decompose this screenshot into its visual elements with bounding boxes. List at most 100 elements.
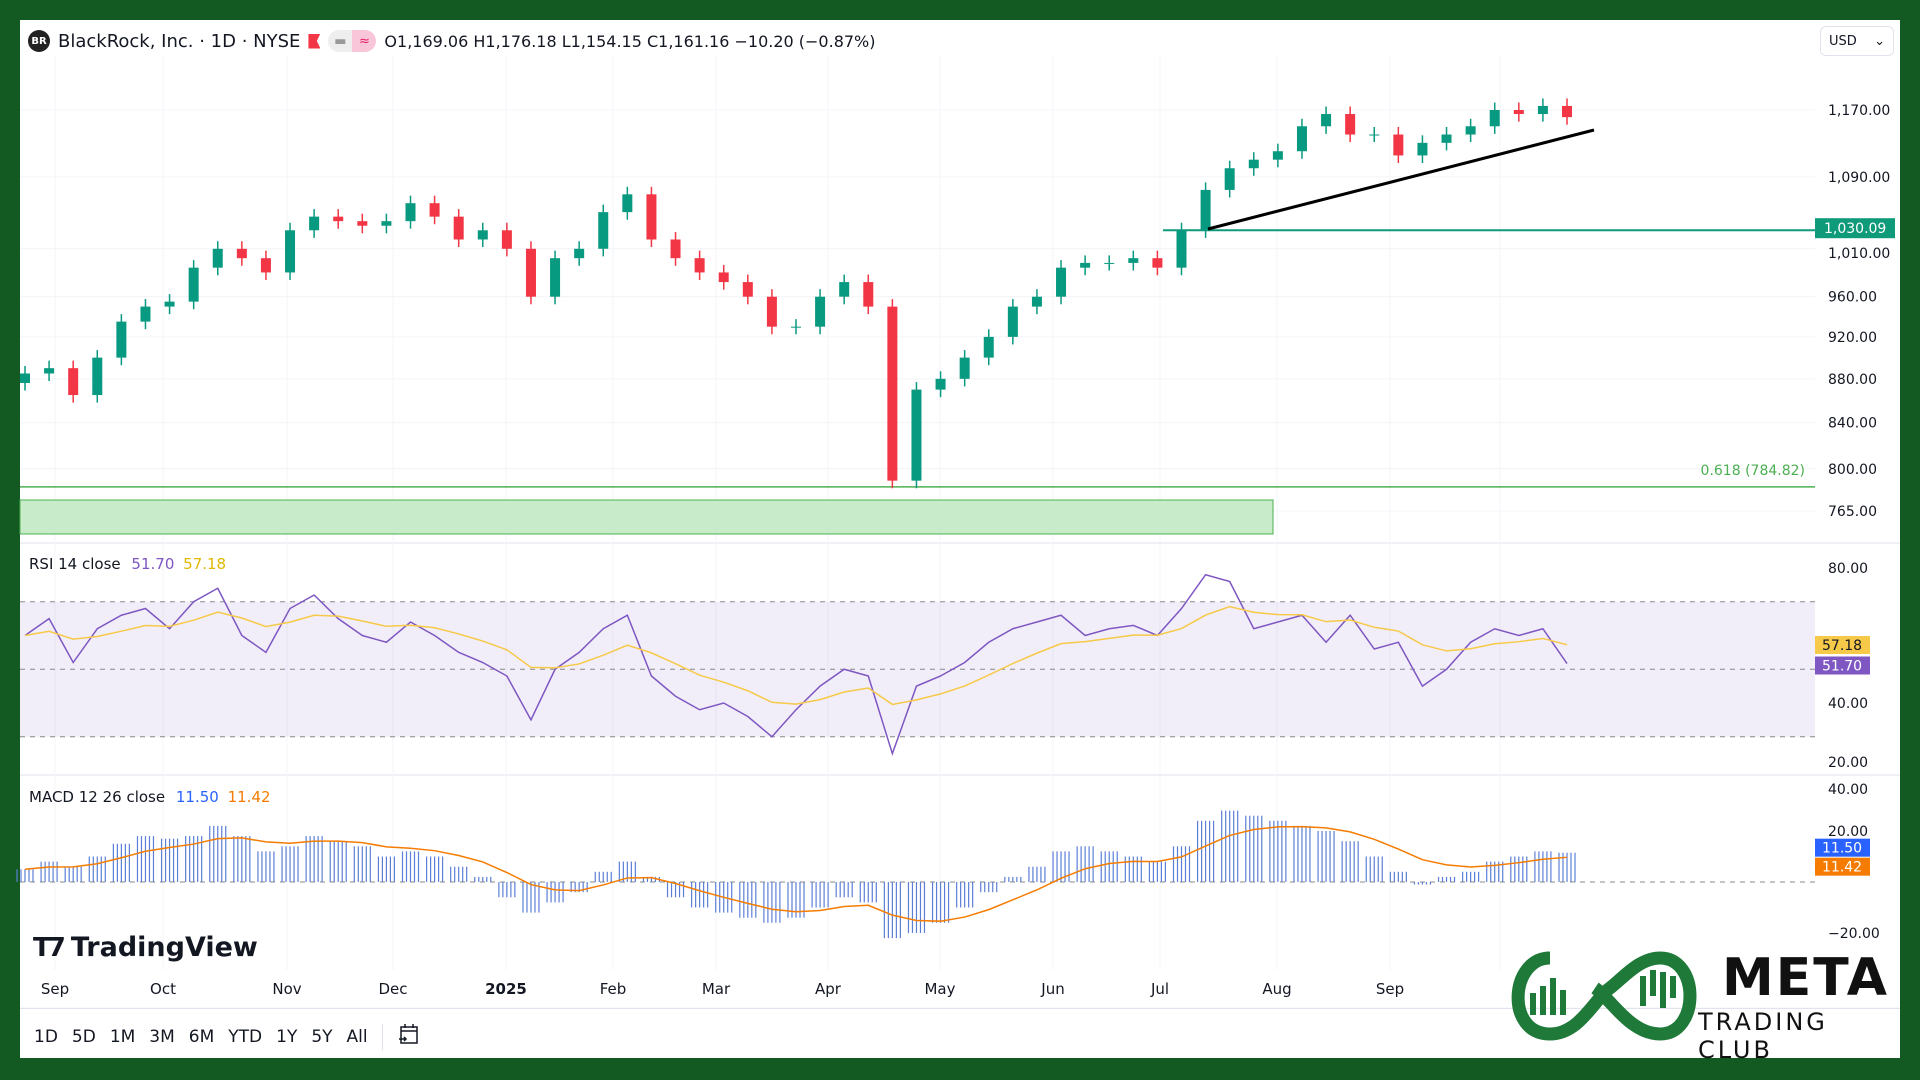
macd-title: MACD 12 26 close bbox=[29, 788, 166, 806]
toolbar-separator bbox=[381, 1023, 383, 1050]
range-all[interactable]: All bbox=[346, 1026, 368, 1047]
macd-axis-label: 40.00 bbox=[1828, 782, 1868, 798]
candle-body bbox=[1465, 126, 1476, 135]
candle-body bbox=[670, 239, 681, 259]
candle-body bbox=[718, 272, 729, 283]
symbol-title[interactable]: BlackRock, Inc. · 1D · NYSE bbox=[58, 30, 301, 52]
candle-body bbox=[935, 378, 946, 390]
price-axis-label: 880.00 bbox=[1828, 372, 1877, 388]
price-axis-label: 800.00 bbox=[1828, 462, 1877, 478]
time-axis-label: Feb bbox=[599, 980, 627, 998]
candle-body bbox=[357, 221, 368, 226]
rsi-axis-label: 80.00 bbox=[1828, 561, 1868, 577]
candle-body bbox=[1562, 105, 1572, 118]
candle-body bbox=[140, 306, 151, 322]
candle-body bbox=[863, 282, 874, 307]
calendar-goto-icon[interactable] bbox=[397, 1022, 421, 1051]
time-axis-label: May bbox=[924, 980, 956, 998]
candle-body bbox=[1369, 134, 1380, 136]
candle-body bbox=[815, 296, 826, 327]
time-axis-label: Aug bbox=[1262, 980, 1292, 998]
meta-trading-club-logo: META TRADING CLUB bbox=[1500, 948, 1890, 1064]
meta-wordmark: META bbox=[1722, 948, 1889, 1008]
price-axis-label: 960.00 bbox=[1828, 290, 1877, 306]
rsi-axis-label: 20.00 bbox=[1828, 755, 1868, 771]
candle-body bbox=[453, 216, 464, 240]
candle-body bbox=[116, 321, 127, 358]
time-axis-label: Dec bbox=[378, 980, 408, 998]
time-axis-label: Apr bbox=[815, 980, 841, 998]
candle-body bbox=[333, 216, 344, 222]
time-axis-label: Mar bbox=[701, 980, 731, 998]
rsi-ma-line bbox=[24, 605, 1568, 706]
ascending-trendline bbox=[1207, 128, 1595, 231]
price-axis-label: 1,170.00 bbox=[1828, 103, 1890, 119]
candle-body bbox=[1296, 126, 1307, 152]
candle-body bbox=[1489, 110, 1500, 127]
candle-body bbox=[887, 306, 898, 481]
candle-body bbox=[381, 221, 392, 226]
range-3m[interactable]: 3M bbox=[149, 1026, 175, 1047]
rsi-legend[interactable]: RSI 14 close 51.70 57.18 bbox=[29, 555, 226, 573]
range-6m[interactable]: 6M bbox=[188, 1026, 215, 1047]
tradingview-logo[interactable]: T7 TradingView bbox=[33, 932, 258, 963]
macd-legend[interactable]: MACD 12 26 close 11.50 11.42 bbox=[29, 788, 271, 806]
range-1m[interactable]: 1M bbox=[109, 1026, 136, 1047]
price-axis-label: 920.00 bbox=[1828, 330, 1877, 346]
candle-body bbox=[477, 230, 488, 240]
candle-body bbox=[742, 282, 753, 297]
support-level-label: 1,030.09 bbox=[1824, 221, 1886, 237]
candle-body bbox=[574, 248, 585, 259]
macd-badge bbox=[1815, 838, 1870, 857]
currency-select[interactable]: USD ⌄ bbox=[1820, 26, 1894, 56]
candle-body bbox=[236, 248, 247, 259]
candle-body bbox=[694, 258, 705, 273]
range-5y[interactable]: 5Y bbox=[311, 1026, 333, 1047]
candle-body bbox=[44, 368, 55, 374]
candle-body bbox=[1128, 258, 1139, 263]
candle-body bbox=[766, 296, 777, 327]
candle-body bbox=[429, 203, 440, 217]
candle-body bbox=[260, 258, 271, 273]
minus-icon: ▬ bbox=[328, 30, 353, 52]
candle-body bbox=[309, 216, 320, 231]
macd-signal-line bbox=[24, 825, 1568, 922]
candle-body bbox=[212, 248, 223, 268]
candle-body bbox=[1200, 189, 1211, 231]
range-1d[interactable]: 1D bbox=[34, 1026, 58, 1047]
candle-body bbox=[1393, 134, 1404, 156]
candle-body bbox=[1417, 142, 1428, 156]
range-5d[interactable]: 5D bbox=[71, 1026, 96, 1047]
candle-body bbox=[791, 326, 801, 328]
range-toolbar: 1D 5D 1M 3M 6M YTD 1Y 5Y All bbox=[34, 1022, 421, 1051]
range-ytd[interactable]: YTD bbox=[228, 1026, 263, 1047]
macd-signal-badge-label: 11.42 bbox=[1822, 860, 1862, 876]
time-axis-label: Jun bbox=[1041, 980, 1065, 998]
flag-icon[interactable] bbox=[308, 33, 321, 49]
candle-body bbox=[959, 357, 970, 379]
range-1y[interactable]: 1Y bbox=[276, 1026, 298, 1047]
toolbar-divider bbox=[20, 1008, 1900, 1009]
candle-body bbox=[1248, 159, 1259, 169]
currency-label: USD bbox=[1829, 33, 1857, 49]
time-axis-label: Nov bbox=[272, 980, 302, 998]
candle-body bbox=[1272, 151, 1283, 160]
candle-body bbox=[911, 389, 922, 481]
candle-body bbox=[1056, 267, 1067, 297]
candle-body bbox=[92, 357, 103, 396]
candle-body bbox=[525, 248, 536, 297]
symbol-logo-icon: BR bbox=[28, 30, 50, 52]
rsi-badge-label: 51.70 bbox=[1822, 659, 1862, 675]
time-axis-label: Oct bbox=[150, 980, 176, 998]
macd-value: 11.50 bbox=[175, 788, 219, 806]
candle-body bbox=[188, 267, 199, 302]
candle-body bbox=[1080, 262, 1091, 268]
market-status[interactable]: ▬ ≈ bbox=[328, 30, 377, 52]
tradingview-wordmark: TradingView bbox=[70, 932, 258, 963]
candle-body bbox=[1441, 134, 1452, 143]
macd-signal-value: 11.42 bbox=[227, 788, 271, 806]
time-axis-label: 2025 bbox=[485, 980, 527, 998]
candle-body bbox=[1152, 258, 1163, 268]
time-axis-label: Sep bbox=[40, 980, 70, 998]
